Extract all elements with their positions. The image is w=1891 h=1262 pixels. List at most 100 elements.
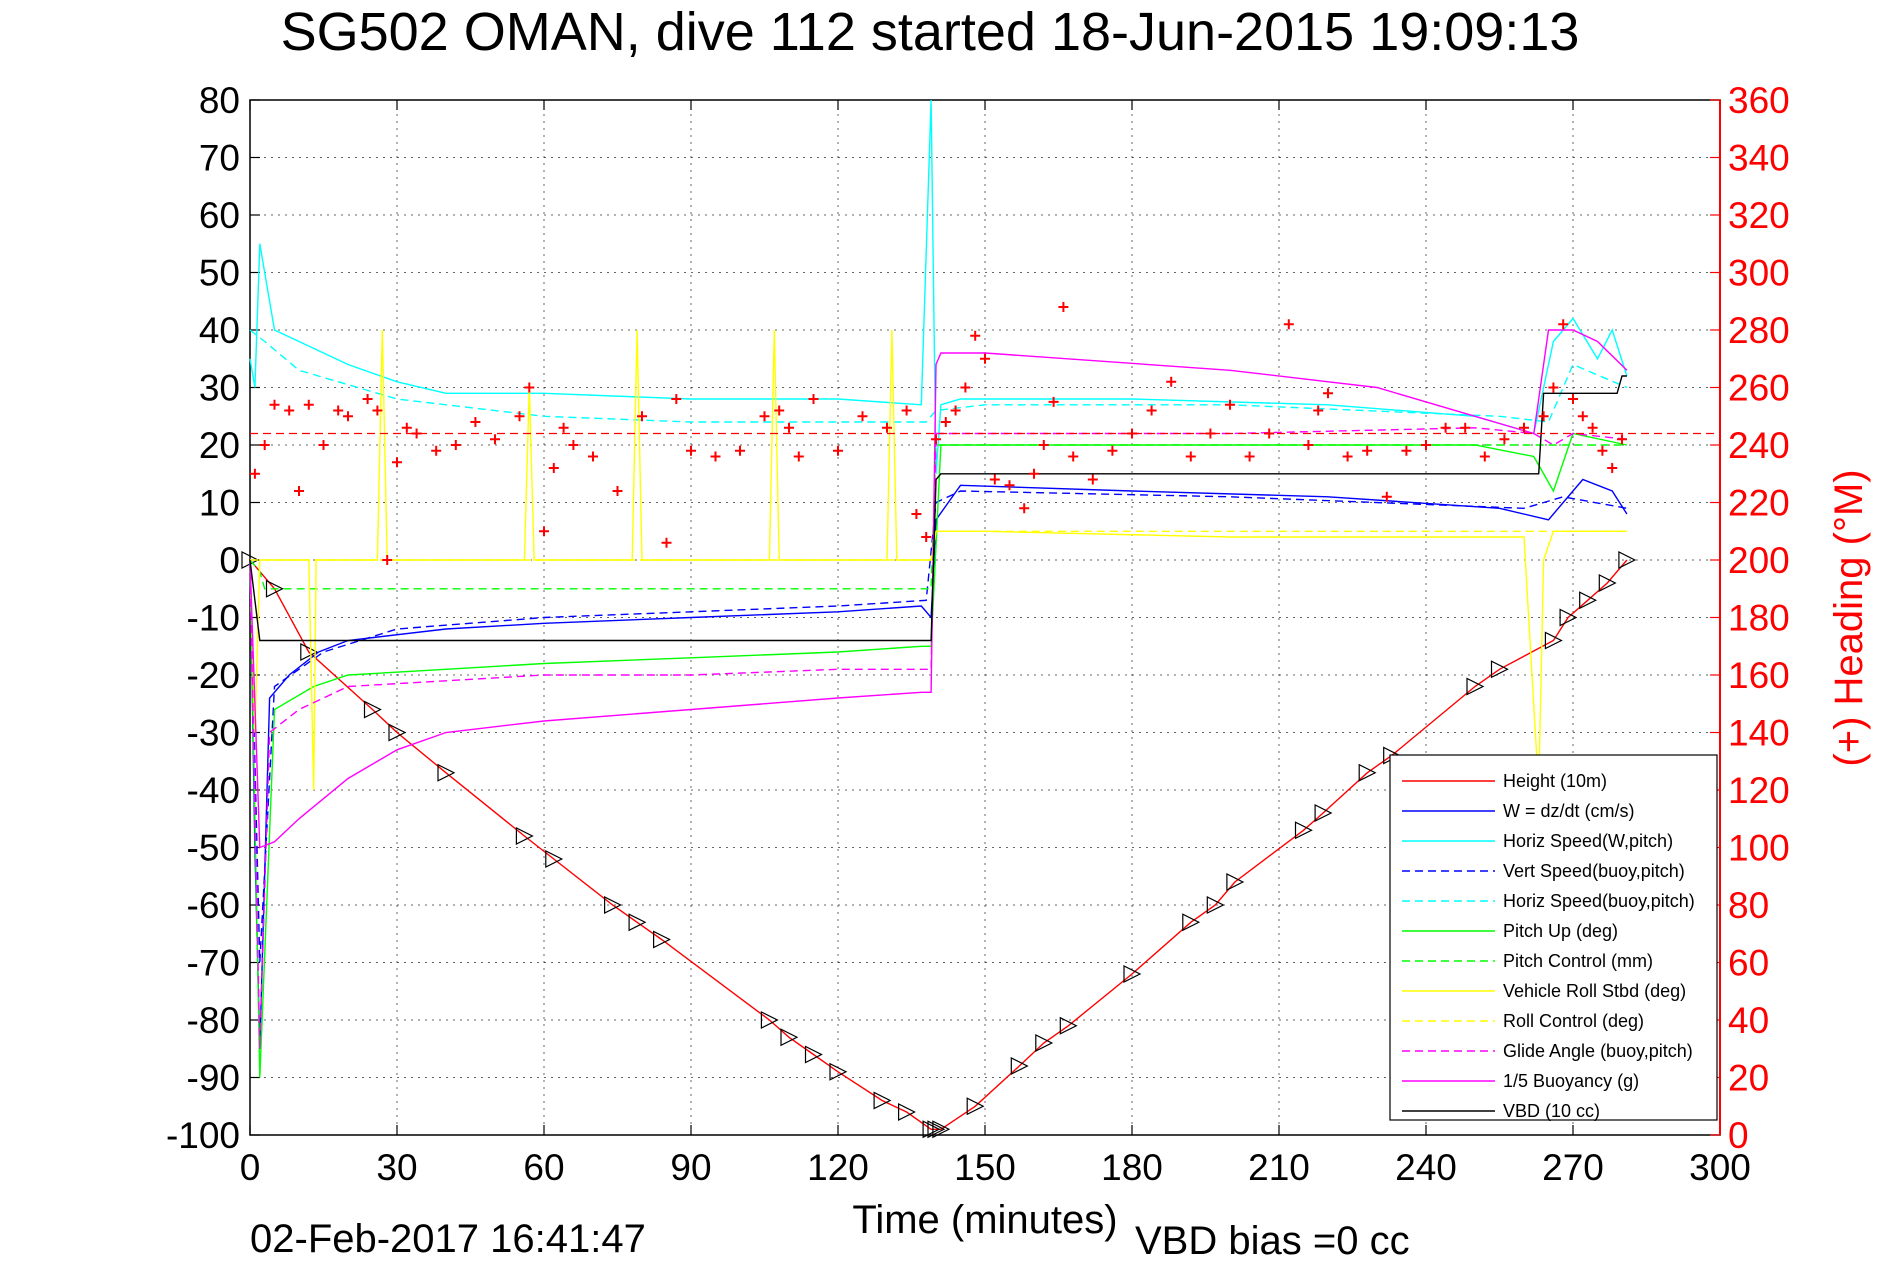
legend-label-4: Horiz Speed(buoy,pitch) <box>1503 891 1695 911</box>
height-marker <box>437 763 456 782</box>
heading-marker <box>401 422 412 433</box>
series-line-10 <box>249 329 1628 849</box>
y-tick-label: 80 <box>199 80 240 121</box>
y-right-tick-label: 220 <box>1728 483 1790 524</box>
height-marker <box>760 1011 779 1029</box>
series-line-11 <box>249 375 1627 642</box>
series-line-0 <box>249 559 1628 1130</box>
heading-marker <box>921 532 932 542</box>
heading-marker <box>558 422 569 433</box>
legend-label-0: Height (10m) <box>1503 771 1607 791</box>
chart-title: SG502 OMAN, dive 112 started 18-Jun-2015… <box>281 2 1580 62</box>
height-marker <box>873 1091 892 1110</box>
height-marker <box>1059 1016 1078 1035</box>
heading-marker <box>343 411 353 422</box>
heading-marker <box>1029 468 1039 479</box>
heading-marker <box>333 405 344 416</box>
y-tick-label: -50 <box>187 828 240 869</box>
heading-marker <box>588 451 598 462</box>
height-marker <box>1598 574 1617 592</box>
height-marker <box>1618 551 1637 569</box>
height-marker <box>1544 631 1563 650</box>
heading-marker <box>1381 491 1392 502</box>
legend-label-1: W = dz/dt (cm/s) <box>1503 801 1635 821</box>
height-marker <box>652 930 671 949</box>
footer-date: 02-Feb-2017 16:41:47 <box>250 1217 646 1261</box>
legend-label-8: Roll Control (deg) <box>1503 1011 1644 1031</box>
heading-marker <box>524 382 535 393</box>
height-marker <box>1466 677 1485 696</box>
y-right-tick-label: 180 <box>1728 598 1790 639</box>
heading-marker <box>1058 302 1069 312</box>
y-right-tick-label: 80 <box>1728 885 1769 926</box>
height-marker <box>829 1062 848 1081</box>
y-right-tick-label: 240 <box>1728 425 1790 466</box>
heading-marker <box>1362 445 1373 456</box>
heading-marker <box>1244 451 1255 462</box>
heading-marker <box>1568 394 1578 404</box>
height-marker <box>1035 1034 1054 1052</box>
heading-marker <box>284 405 295 416</box>
heading-marker <box>1068 451 1079 462</box>
heading-marker <box>1004 480 1015 491</box>
heading-marker <box>784 422 794 433</box>
height-marker <box>515 827 534 845</box>
height-marker <box>300 643 319 661</box>
heading-marker <box>1127 428 1137 439</box>
heading-marker <box>1342 451 1353 462</box>
heading-marker <box>294 486 304 496</box>
series-line-7 <box>249 329 1627 791</box>
heading-marker <box>1313 405 1324 416</box>
heading-marker <box>1303 440 1314 450</box>
heading-marker <box>539 526 549 537</box>
heading-marker <box>269 399 280 410</box>
series-line-5 <box>249 432 1628 1078</box>
height-marker <box>1123 965 1142 983</box>
y-right-tick-label: 0 <box>1728 1115 1749 1156</box>
x-tick-label: 270 <box>1542 1147 1604 1188</box>
heading-marker <box>450 440 461 450</box>
y-tick-label: 20 <box>199 425 240 466</box>
heading-marker <box>1538 411 1549 422</box>
heading-marker <box>1283 319 1294 330</box>
heading-marker <box>759 411 770 422</box>
height-marker <box>780 1028 799 1047</box>
y-tick-label: -30 <box>187 713 240 754</box>
y-tick-label: 0 <box>219 540 240 581</box>
legend: Height (10m) W = dz/dt (cm/s) Horiz Speed(… <box>1389 754 1718 1121</box>
height-marker <box>897 1103 916 1121</box>
heading-marker <box>1499 434 1510 445</box>
series-layer <box>241 99 1637 1139</box>
heading-marker <box>1617 434 1627 445</box>
heading-marker <box>1107 445 1118 456</box>
axis-ticks: 0 30 60 90 120 150 180 210 240 270 300807060504030… <box>166 80 1790 1188</box>
series-line-8 <box>250 530 1627 561</box>
y-right-tick-label: 100 <box>1728 828 1790 869</box>
heading-marker <box>940 417 951 427</box>
x-tick-label: 30 <box>376 1147 417 1188</box>
y-tick-label: 50 <box>199 253 240 294</box>
y-right-tick-label: 40 <box>1728 1000 1769 1041</box>
heading-marker <box>808 394 819 404</box>
x-tick-label: 60 <box>523 1147 564 1188</box>
height-marker <box>363 700 382 719</box>
heading-marker <box>1460 422 1471 433</box>
y-right-tick-label: 20 <box>1728 1058 1769 1099</box>
height-marker <box>1559 608 1578 627</box>
heading-marker <box>980 353 990 364</box>
heading-marker <box>1440 422 1451 433</box>
x-tick-label: 300 <box>1689 1147 1751 1188</box>
heading-marker <box>1225 399 1235 410</box>
heading-marker <box>970 330 981 341</box>
heading-marker <box>793 451 804 462</box>
x-tick-label: 180 <box>1101 1147 1163 1188</box>
y-tick-label: -100 <box>166 1115 240 1156</box>
grid-lines <box>250 100 1720 1135</box>
heading-marker <box>490 434 500 445</box>
height-marker <box>1294 821 1313 840</box>
legend-label-6: Pitch Control (mm) <box>1503 951 1653 971</box>
heading-marker <box>318 440 329 450</box>
x-axis-label: Time (minutes) <box>852 1198 1117 1242</box>
height-marker <box>932 1120 951 1139</box>
height-marker <box>1226 873 1245 891</box>
